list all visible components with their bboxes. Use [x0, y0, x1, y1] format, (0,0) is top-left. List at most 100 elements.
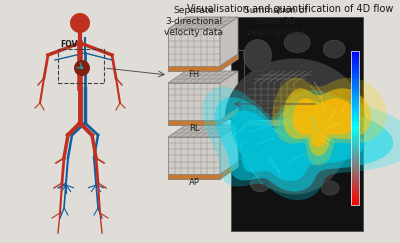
Bar [351, 189, 359, 192]
Bar [351, 130, 359, 133]
Bar [351, 148, 359, 151]
Polygon shape [215, 97, 393, 191]
Bar [351, 161, 359, 164]
Bar [351, 84, 359, 87]
Bar [351, 176, 359, 180]
Polygon shape [321, 181, 339, 195]
Polygon shape [220, 54, 238, 71]
Bar [351, 135, 359, 139]
Bar [351, 79, 359, 82]
Bar [351, 53, 359, 56]
Polygon shape [220, 108, 238, 125]
Polygon shape [168, 71, 238, 83]
Bar [351, 171, 359, 174]
Polygon shape [220, 125, 238, 179]
Bar [351, 187, 359, 190]
Bar [351, 166, 359, 169]
Polygon shape [300, 108, 318, 125]
Text: FH: FH [188, 70, 200, 79]
Circle shape [74, 60, 90, 76]
Text: Separate
3-directional
velocity data: Separate 3-directional velocity data [164, 6, 224, 37]
Bar [351, 128, 359, 131]
Bar [351, 56, 359, 59]
Text: RL: RL [189, 124, 199, 133]
Bar [351, 133, 359, 136]
Bar [351, 74, 359, 77]
Bar [351, 110, 359, 113]
Bar [351, 200, 359, 203]
Bar [351, 105, 359, 108]
Circle shape [70, 13, 90, 33]
Text: FOV: FOV [60, 40, 77, 49]
Bar [351, 87, 359, 90]
Polygon shape [168, 83, 220, 125]
Bar [351, 184, 359, 187]
Bar [351, 92, 359, 95]
Bar [351, 107, 359, 110]
Polygon shape [248, 71, 318, 83]
Bar [351, 138, 359, 141]
Bar [351, 66, 359, 69]
Bar [351, 97, 359, 100]
Bar [351, 140, 359, 144]
Polygon shape [293, 98, 356, 147]
Bar [351, 122, 359, 126]
Bar [351, 194, 359, 198]
Bar [58, 49, 104, 83]
Bar [351, 182, 359, 185]
Polygon shape [168, 17, 238, 29]
Bar [351, 81, 359, 85]
Bar [351, 99, 359, 103]
Bar [351, 120, 359, 123]
Polygon shape [272, 78, 387, 165]
Polygon shape [220, 71, 238, 125]
Polygon shape [283, 88, 371, 156]
Text: Summation of
three 3D
velocity data: Summation of three 3D velocity data [244, 6, 308, 37]
Bar [351, 169, 359, 172]
Bar [351, 143, 359, 146]
Polygon shape [224, 59, 364, 194]
Bar [351, 89, 359, 92]
Bar [351, 76, 359, 79]
Polygon shape [323, 40, 345, 58]
Polygon shape [248, 83, 300, 125]
Bar [351, 179, 359, 182]
Polygon shape [338, 91, 356, 114]
Bar [351, 51, 359, 205]
Bar [351, 64, 359, 67]
Bar [231, 17, 363, 231]
Bar [351, 151, 359, 154]
Polygon shape [220, 17, 238, 71]
Polygon shape [250, 176, 270, 192]
Polygon shape [284, 33, 310, 53]
Bar [351, 102, 359, 105]
Bar [351, 174, 359, 177]
Polygon shape [168, 174, 220, 179]
Polygon shape [168, 125, 238, 137]
Bar [351, 112, 359, 115]
Bar [351, 125, 359, 128]
Polygon shape [168, 120, 220, 125]
Polygon shape [220, 162, 238, 179]
Bar [351, 117, 359, 121]
Bar [351, 158, 359, 162]
Bar [351, 69, 359, 72]
Bar [351, 164, 359, 167]
Bar [351, 71, 359, 74]
Text: Visualisation and quantification of 4D flow: Visualisation and quantification of 4D f… [188, 4, 394, 14]
Bar [351, 153, 359, 156]
Bar [351, 146, 359, 149]
Polygon shape [244, 40, 272, 71]
Bar [351, 192, 359, 195]
Polygon shape [168, 29, 220, 71]
Bar [351, 202, 359, 205]
Polygon shape [231, 110, 364, 181]
Polygon shape [300, 71, 318, 125]
Polygon shape [202, 87, 400, 200]
Bar [351, 115, 359, 118]
Bar [351, 94, 359, 97]
Bar [351, 197, 359, 200]
Bar [351, 51, 359, 54]
Polygon shape [168, 66, 220, 71]
Text: AP: AP [188, 178, 200, 187]
